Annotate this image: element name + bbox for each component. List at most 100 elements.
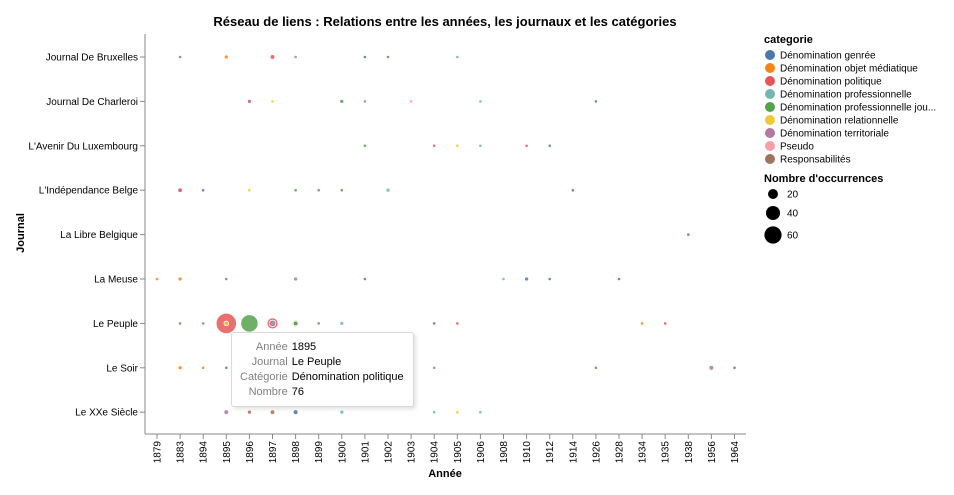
- data-point[interactable]: [269, 409, 276, 415]
- x-tick-label: 1879: [153, 441, 164, 464]
- data-point[interactable]: [456, 322, 459, 325]
- data-point[interactable]: [456, 55, 459, 59]
- size-legend-items: 20 40 60: [764, 189, 799, 244]
- y-tick-label: La Libre Belgique: [60, 230, 138, 241]
- data-point[interactable]: [687, 233, 690, 236]
- legend-swatch: [765, 154, 775, 164]
- data-point[interactable]: [155, 277, 159, 281]
- data-point[interactable]: [225, 277, 228, 281]
- data-point[interactable]: [224, 410, 229, 415]
- data-point[interactable]: [178, 277, 182, 281]
- size-legend-label: 20: [787, 190, 799, 201]
- data-point[interactable]: [594, 100, 598, 103]
- y-tick-label: Journal De Bruxelles: [46, 53, 138, 64]
- x-tick-label: 1934: [638, 441, 649, 464]
- data-point[interactable]: [479, 100, 482, 103]
- data-point[interactable]: [292, 320, 299, 327]
- data-point[interactable]: [525, 144, 528, 148]
- data-point[interactable]: [340, 321, 344, 326]
- x-tick-label: 1898: [291, 441, 302, 464]
- x-tick-label: 1896: [245, 441, 256, 464]
- data-point[interactable]: [524, 277, 529, 281]
- x-tick-label: 1906: [476, 441, 487, 464]
- data-point[interactable]: [248, 188, 251, 192]
- data-point[interactable]: [201, 188, 205, 192]
- data-point[interactable]: [294, 188, 297, 192]
- data-point[interactable]: [248, 100, 251, 103]
- x-tick-label: 1908: [499, 441, 510, 464]
- data-point[interactable]: [270, 321, 275, 326]
- data-point[interactable]: [363, 55, 367, 59]
- data-point[interactable]: [224, 55, 228, 59]
- data-point[interactable]: [294, 55, 297, 59]
- data-point[interactable]: [386, 55, 390, 59]
- x-tick-label: 1899: [314, 441, 325, 464]
- data-point[interactable]: [709, 365, 714, 370]
- data-point[interactable]: [594, 366, 598, 370]
- tooltip-value-journal: Le Peuple: [291, 356, 342, 368]
- data-point[interactable]: [178, 55, 182, 59]
- data-point[interactable]: [340, 410, 344, 414]
- data-point[interactable]: [247, 410, 252, 414]
- data-point[interactable]: [269, 54, 276, 60]
- y-tick-label: Le Soir: [106, 363, 138, 374]
- y-tick-label: Le XXe Siècle: [75, 408, 138, 419]
- data-point[interactable]: [293, 410, 298, 415]
- y-tick-label: La Meuse: [94, 275, 138, 286]
- data-point[interactable]: [479, 144, 482, 148]
- data-point[interactable]: [617, 277, 621, 281]
- y-tick-label: Le Peuple: [93, 319, 138, 330]
- data-point[interactable]: [432, 144, 436, 148]
- data-point[interactable]: [178, 188, 182, 192]
- legend-swatch: [765, 128, 775, 138]
- data-point[interactable]: [317, 322, 321, 325]
- x-tick-label: 1894: [199, 441, 210, 464]
- legend-swatch: [765, 50, 775, 60]
- size-legend-label: 60: [787, 231, 799, 242]
- data-point[interactable]: [178, 322, 182, 325]
- data-point[interactable]: [240, 314, 259, 333]
- tooltip-row-categorie: Catégorie Dénomination politique: [240, 371, 404, 386]
- data-point[interactable]: [225, 366, 228, 370]
- data-point[interactable]: [479, 410, 482, 414]
- data-point[interactable]: [363, 144, 367, 148]
- data-point[interactable]: [548, 144, 551, 148]
- data-point[interactable]: [271, 100, 274, 103]
- y-axis-title: Journal: [15, 213, 27, 253]
- legend-label: Dénomination genrée: [780, 51, 876, 62]
- data-point[interactable]: [502, 277, 505, 281]
- data-point[interactable]: [733, 366, 736, 370]
- data-point[interactable]: [663, 322, 667, 325]
- x-tick-label: 1910: [522, 441, 533, 464]
- data-point[interactable]: [386, 188, 390, 192]
- legend-swatch: [765, 63, 775, 73]
- data-point[interactable]: [456, 410, 459, 414]
- legend-swatch: [765, 102, 775, 112]
- legend-label: Responsabilités: [780, 155, 851, 166]
- legend-label: Dénomination professionnelle: [780, 90, 912, 101]
- legend-label: Dénomination politique: [780, 77, 882, 88]
- data-point[interactable]: [571, 188, 575, 192]
- data-point[interactable]: [363, 100, 367, 103]
- data-point[interactable]: [223, 320, 230, 327]
- data-point[interactable]: [317, 188, 321, 192]
- data-point[interactable]: [293, 277, 298, 281]
- plot-area: Journal De Bruxelles Journal De Charleroi…: [28, 34, 746, 463]
- tooltip-value-categorie: Dénomination politique: [291, 371, 404, 383]
- data-point[interactable]: [409, 100, 413, 103]
- x-tick-label: 1897: [268, 441, 279, 464]
- data-point[interactable]: [640, 322, 644, 325]
- data-point[interactable]: [432, 322, 436, 325]
- legend-label: Dénomination territoriale: [780, 129, 889, 140]
- data-point[interactable]: [178, 366, 182, 370]
- data-point[interactable]: [432, 366, 436, 370]
- data-point[interactable]: [201, 322, 205, 325]
- data-point[interactable]: [432, 410, 436, 414]
- data-point[interactable]: [340, 99, 344, 104]
- data-point[interactable]: [456, 144, 459, 148]
- data-point[interactable]: [340, 188, 344, 192]
- data-point[interactable]: [363, 277, 367, 281]
- data-point[interactable]: [201, 366, 205, 370]
- data-point[interactable]: [548, 277, 551, 281]
